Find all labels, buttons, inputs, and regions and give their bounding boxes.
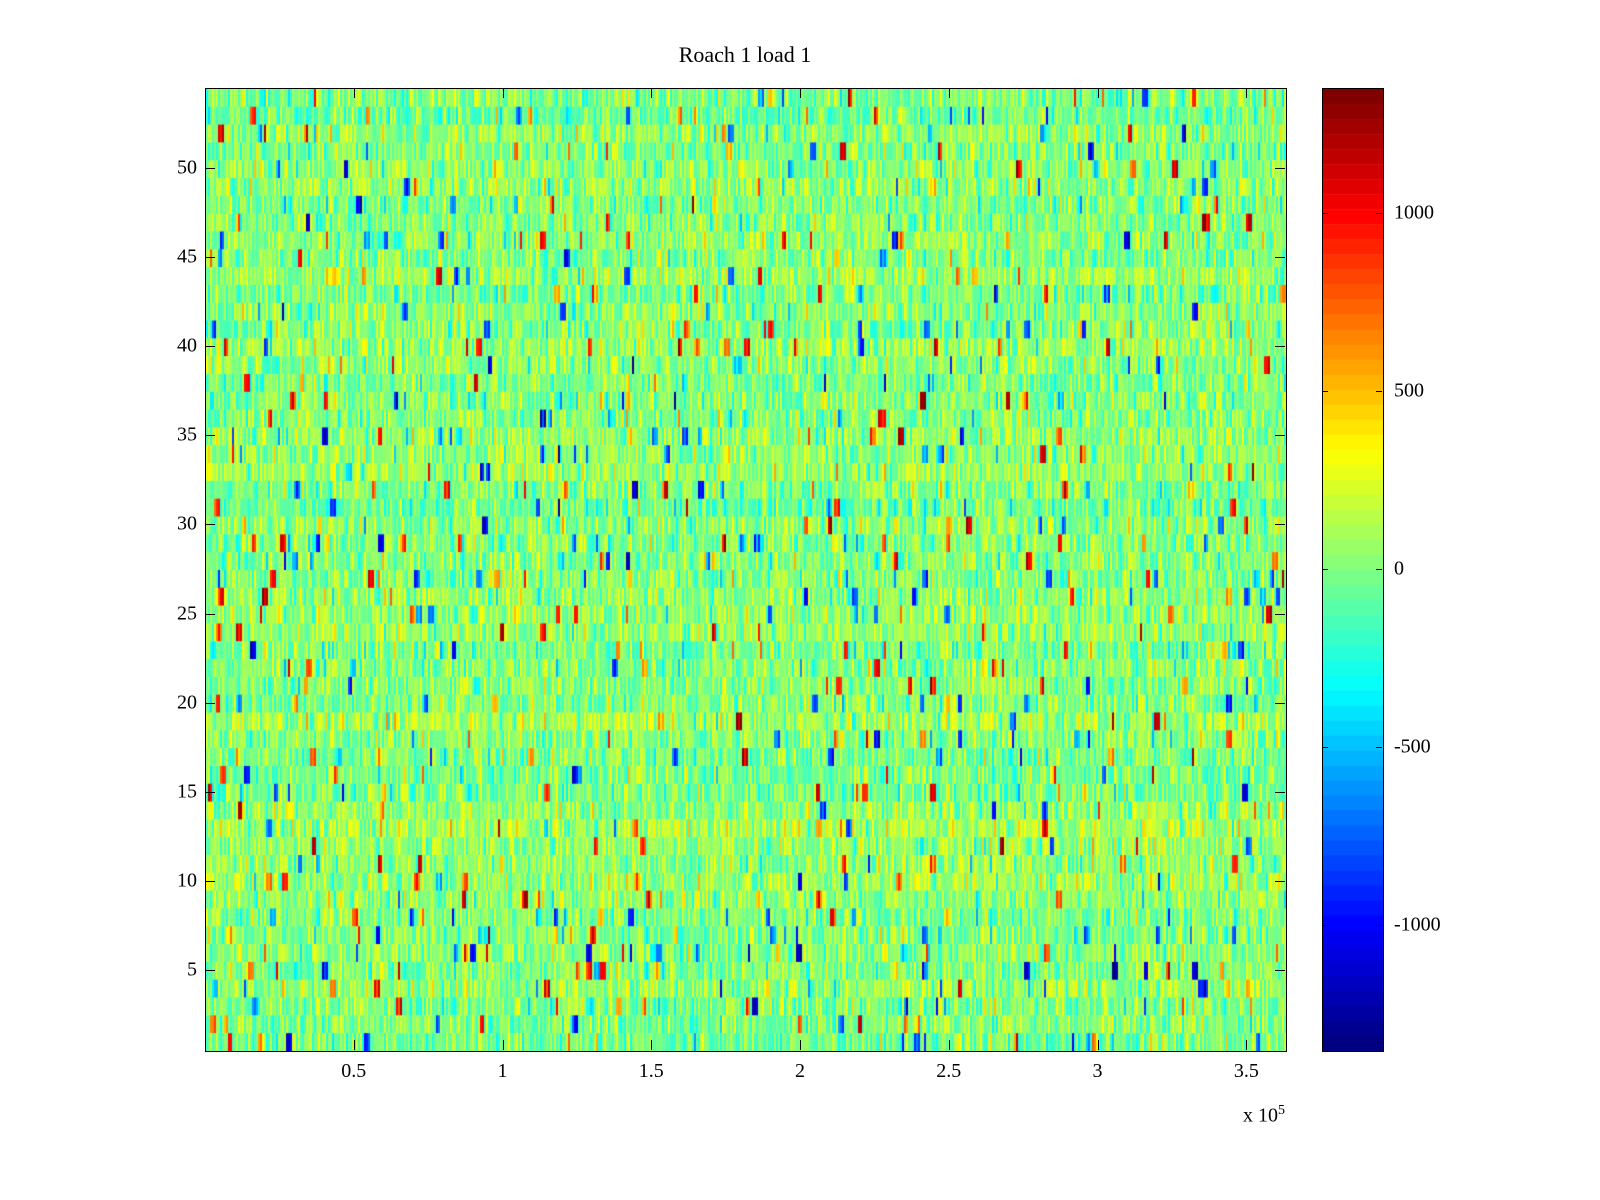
x-axis-exponent-base: x 10 — [1243, 1104, 1278, 1127]
y-tick-mark — [205, 791, 215, 793]
colorbar-tick-label: 500 — [1394, 379, 1424, 402]
y-tick-mark — [205, 969, 215, 971]
colorbar-tick-mark — [1376, 390, 1382, 392]
y-tick-mark — [205, 257, 215, 259]
heatmap-canvas — [206, 89, 1286, 1051]
x-axis-exponent-power: 5 — [1278, 1103, 1285, 1118]
x-tick-mark-top — [651, 88, 653, 98]
colorbar — [1322, 88, 1384, 1052]
y-tick-label: 50 — [177, 156, 197, 179]
y-tick-mark — [205, 702, 215, 704]
x-axis-exponent: x 105 — [1243, 1103, 1285, 1128]
colorbar-tick-mark-left — [1322, 390, 1328, 392]
y-tick-mark — [205, 435, 215, 437]
colorbar-tick-mark — [1376, 747, 1382, 749]
colorbar-tick-label: -500 — [1394, 735, 1431, 758]
y-tick-label: 30 — [177, 512, 197, 535]
x-tick-mark — [1246, 1040, 1248, 1050]
x-tick-mark — [502, 1040, 504, 1050]
y-tick-label: 15 — [177, 780, 197, 803]
colorbar-tick-mark — [1376, 925, 1382, 927]
colorbar-tick-mark-left — [1322, 569, 1328, 570]
x-tick-label: 0.5 — [341, 1060, 367, 1082]
x-tick-label: 1 — [497, 1060, 508, 1082]
x-tick-mark — [651, 1040, 653, 1050]
y-tick-mark — [205, 880, 215, 882]
y-tick-label: 25 — [177, 602, 197, 625]
colorbar-canvas — [1323, 89, 1383, 1051]
x-tick-mark — [1097, 1040, 1099, 1050]
x-tick-label: 1.5 — [638, 1060, 664, 1082]
y-tick-label: 40 — [177, 334, 197, 357]
colorbar-tick-label: 1000 — [1394, 201, 1434, 224]
x-tick-mark — [948, 1040, 950, 1050]
heatmap-plot — [205, 88, 1287, 1052]
y-tick-label: 35 — [177, 423, 197, 446]
colorbar-tick-mark — [1376, 212, 1382, 214]
x-tick-mark — [353, 1040, 355, 1050]
x-tick-mark-top — [1246, 88, 1248, 98]
y-tick-mark-right — [1275, 969, 1285, 971]
chart-title: Roach 1 load 1 — [678, 42, 812, 67]
colorbar-tick-mark-left — [1322, 925, 1328, 927]
y-tick-mark — [205, 168, 215, 170]
x-tick-label: 3 — [1092, 1060, 1103, 1082]
y-tick-label: 45 — [177, 245, 197, 268]
colorbar-tick-mark-left — [1322, 747, 1328, 749]
colorbar-tick-label: -1000 — [1394, 913, 1441, 936]
y-tick-mark-right — [1275, 880, 1285, 882]
colorbar-tick-label: 0 — [1394, 557, 1404, 580]
y-tick-mark-right — [1275, 524, 1285, 526]
colorbar-tick-mark-left — [1322, 212, 1328, 214]
y-tick-label: 5 — [187, 958, 197, 981]
x-tick-mark-top — [948, 88, 950, 98]
y-tick-mark-right — [1275, 346, 1285, 348]
y-tick-mark-right — [1275, 613, 1285, 615]
y-tick-mark-right — [1275, 435, 1285, 437]
x-tick-mark-top — [1097, 88, 1099, 98]
y-tick-mark — [205, 524, 215, 526]
y-tick-mark-right — [1275, 168, 1285, 170]
x-tick-label: 3.5 — [1233, 1060, 1259, 1082]
y-tick-mark-right — [1275, 702, 1285, 704]
x-tick-mark-top — [353, 88, 355, 98]
colorbar-tick-mark — [1376, 569, 1382, 570]
x-tick-mark-top — [502, 88, 504, 98]
y-tick-label: 20 — [177, 691, 197, 714]
y-tick-mark — [205, 613, 215, 615]
x-tick-mark — [800, 1040, 802, 1050]
x-tick-mark-top — [800, 88, 802, 98]
x-tick-label: 2.5 — [936, 1060, 962, 1082]
y-tick-label: 10 — [177, 869, 197, 892]
y-tick-mark — [205, 346, 215, 348]
x-tick-label: 2 — [795, 1060, 806, 1082]
y-tick-mark-right — [1275, 791, 1285, 793]
y-tick-mark-right — [1275, 257, 1285, 259]
